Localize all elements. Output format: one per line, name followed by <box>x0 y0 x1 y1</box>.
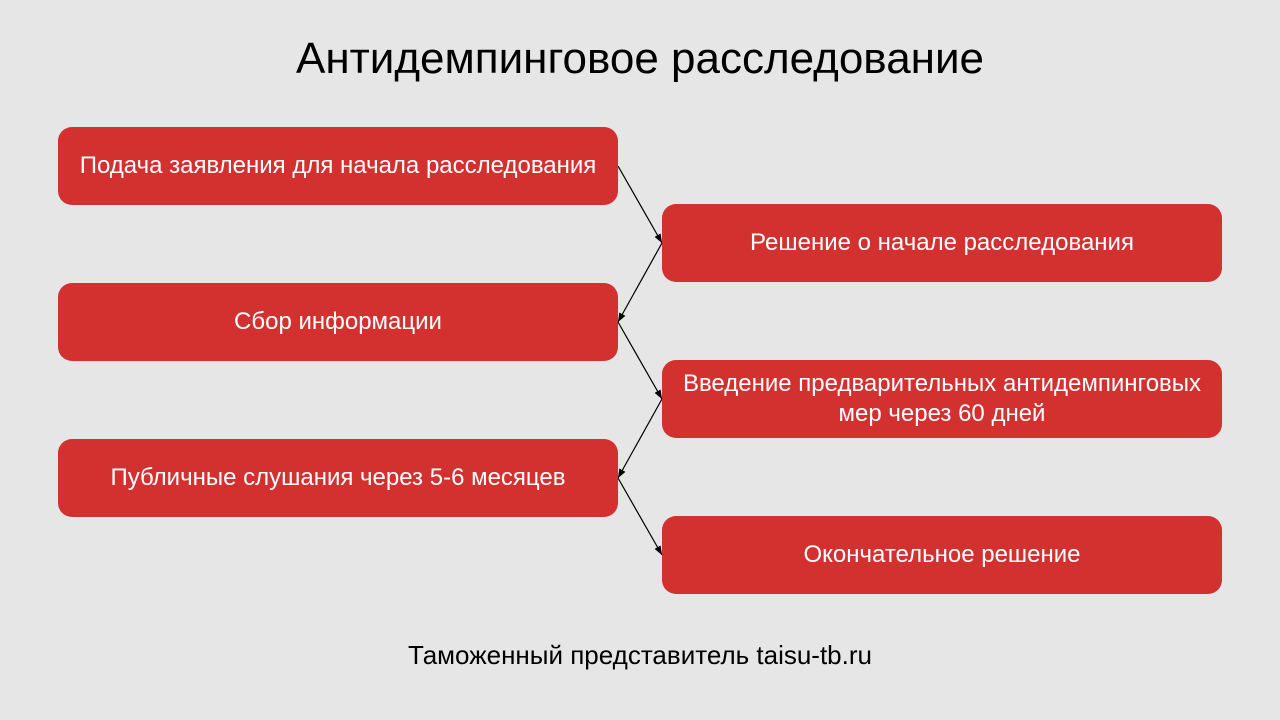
process-node-3: Сбор информации <box>58 283 618 361</box>
flow-arrow <box>618 166 662 243</box>
footer-text: Таможенный представитель taisu-tb.ru <box>0 640 1280 671</box>
page-title: Антидемпинговое расследование <box>0 34 1280 84</box>
process-node-2: Решение о начале расследования <box>662 204 1222 282</box>
process-node-5: Публичные слушания через 5-6 месяцев <box>58 439 618 517</box>
diagram-stage: Антидемпинговое расследование Подача зая… <box>0 0 1280 720</box>
process-node-6: Окончательное решение <box>662 516 1222 594</box>
flow-arrow <box>618 322 662 399</box>
process-node-4: Введение предварительных антидемпинговых… <box>662 360 1222 438</box>
flow-arrow <box>618 243 662 322</box>
process-node-1: Подача заявления для начала расследовани… <box>58 127 618 205</box>
flow-arrow <box>618 478 662 555</box>
flow-arrow <box>618 399 662 478</box>
